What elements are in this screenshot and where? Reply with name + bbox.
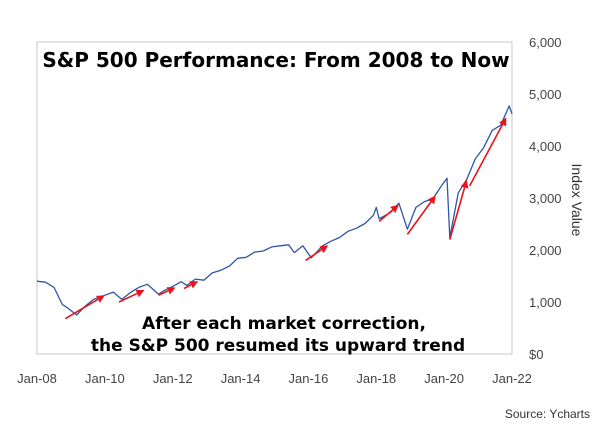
correction-arrow-shaft bbox=[449, 187, 466, 240]
annotation-line-2: the S&P 500 resumed its upward trend bbox=[91, 336, 465, 356]
y-tick-label: 6,000 bbox=[529, 35, 562, 50]
x-axis-ticks: Jan-08 Jan-10 Jan-12 Jan-14 Jan-16 Jan-18 Jan-… bbox=[17, 371, 532, 386]
correction-arrow bbox=[449, 179, 469, 240]
correction-arrow-head bbox=[427, 195, 436, 205]
y-tick-label: 1,000 bbox=[529, 295, 562, 310]
correction-arrow bbox=[158, 287, 176, 296]
correction-arrow-head bbox=[166, 287, 176, 295]
x-tick-label: Jan-12 bbox=[153, 371, 193, 386]
correction-arrow-shaft bbox=[468, 124, 504, 187]
correction-arrow-shaft bbox=[378, 209, 394, 223]
y-tick-label: 5,000 bbox=[529, 87, 562, 102]
correction-arrow bbox=[406, 195, 436, 235]
x-tick-label: Jan-16 bbox=[289, 371, 329, 386]
source-label: Source: Ycharts bbox=[505, 407, 590, 421]
series-line bbox=[36, 105, 513, 316]
y-axis-ticks: $0 1,000 2,000 3,000 4,000 5,000 6,000 bbox=[529, 35, 562, 362]
correction-arrow-head bbox=[135, 289, 145, 298]
correction-arrow bbox=[118, 289, 145, 303]
correction-arrows bbox=[64, 117, 507, 320]
correction-arrow-head bbox=[95, 295, 105, 303]
correction-arrow-head bbox=[390, 204, 399, 213]
correction-arrow bbox=[305, 245, 329, 262]
x-tick-label: Jan-10 bbox=[85, 371, 125, 386]
y-tick-label: 2,000 bbox=[529, 243, 562, 258]
correction-arrow bbox=[378, 204, 399, 223]
correction-arrow-head bbox=[499, 117, 507, 127]
correction-arrow-head bbox=[460, 179, 469, 189]
x-tick-label: Jan-14 bbox=[221, 371, 261, 386]
x-tick-label: Jan-20 bbox=[424, 371, 464, 386]
correction-arrow-shaft bbox=[406, 201, 432, 235]
correction-arrow-shaft bbox=[305, 249, 323, 262]
correction-arrow-shaft bbox=[183, 284, 192, 290]
plot-area-frame bbox=[36, 41, 513, 355]
correction-arrow-shaft bbox=[118, 292, 138, 303]
x-tick-label: Jan-18 bbox=[356, 371, 396, 386]
correction-arrow bbox=[183, 281, 199, 290]
x-tick-label: Jan-22 bbox=[492, 371, 532, 386]
correction-arrow-shaft bbox=[64, 298, 99, 320]
correction-arrow-head bbox=[319, 245, 329, 254]
correction-arrow-shaft bbox=[158, 290, 169, 296]
chart-title: S&P 500 Performance: From 2008 to Now bbox=[42, 48, 509, 72]
x-tick-label: Jan-08 bbox=[17, 371, 57, 386]
y-axis-label: Index Value bbox=[569, 164, 585, 237]
correction-arrow-head bbox=[189, 281, 199, 289]
y-tick-label: 4,000 bbox=[529, 139, 562, 154]
annotation-line-1: After each market correction, bbox=[142, 314, 426, 334]
correction-arrow bbox=[468, 117, 507, 187]
correction-arrow bbox=[64, 295, 105, 320]
y-tick-label: 3,000 bbox=[529, 191, 562, 206]
y-tick-label: $0 bbox=[529, 347, 543, 362]
